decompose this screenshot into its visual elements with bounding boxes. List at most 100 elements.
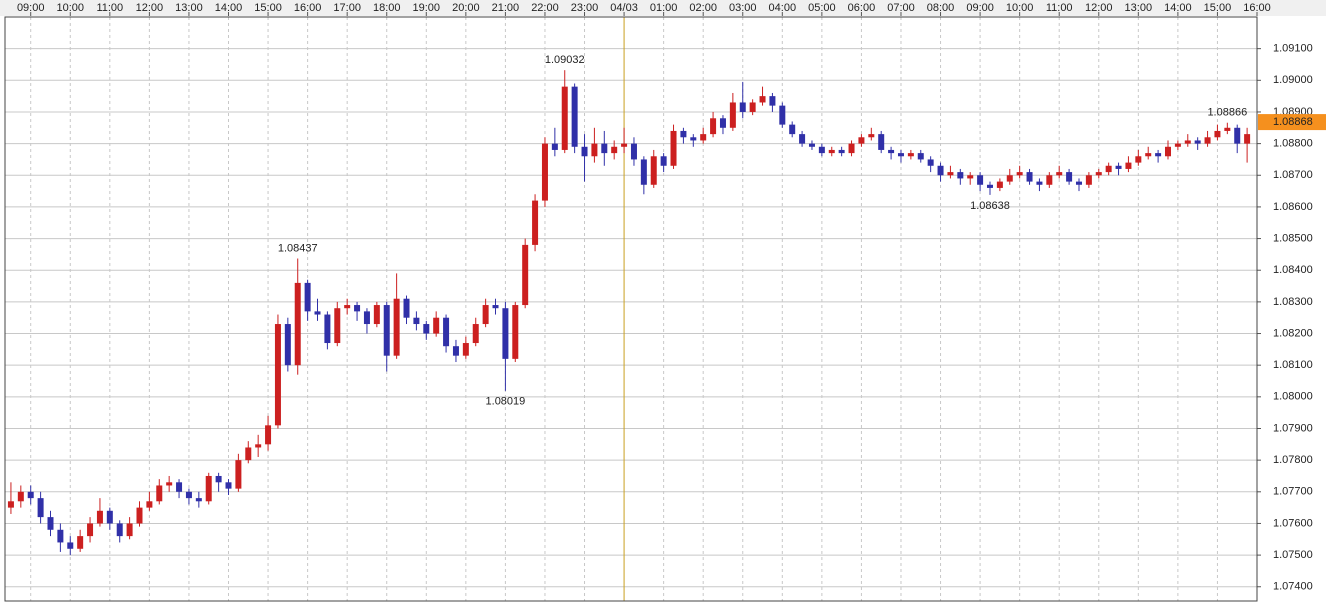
x-tick-label: 06:00 <box>848 2 876 14</box>
candle-body <box>630 143 637 160</box>
candle-body <box>1125 162 1132 169</box>
candle-body <box>680 130 687 138</box>
candle-body <box>47 517 54 530</box>
candle-body <box>344 305 351 309</box>
candle-body <box>927 159 934 166</box>
candle-body <box>1075 181 1082 185</box>
low-label: 1.08638 <box>970 200 1010 212</box>
candle-body <box>848 143 855 154</box>
x-tick-label: 04:00 <box>769 2 797 14</box>
x-tick-label: 01:00 <box>650 2 678 14</box>
time-bar <box>0 0 1326 16</box>
candle-body <box>1234 127 1241 144</box>
y-tick-label: 1.08700 <box>1273 169 1313 181</box>
y-tick-label: 1.08100 <box>1273 359 1313 371</box>
candle-body <box>294 282 301 366</box>
candle-body <box>274 324 281 426</box>
x-tick-label: 18:00 <box>373 2 401 14</box>
x-tick-label: 13:00 <box>1125 2 1153 14</box>
candle-body <box>532 200 539 245</box>
x-tick-label: 15:00 <box>254 2 282 14</box>
x-tick-label: 08:00 <box>927 2 955 14</box>
y-tick-label: 1.07700 <box>1273 486 1313 498</box>
candle-body <box>383 305 390 356</box>
candle-body <box>888 149 895 154</box>
candle-body <box>601 143 608 154</box>
candle-body <box>710 118 717 135</box>
candle-body <box>818 146 825 154</box>
y-tick-label: 1.08600 <box>1273 201 1313 213</box>
y-tick-label: 1.08300 <box>1273 296 1313 308</box>
candle-body <box>808 143 815 147</box>
x-tick-label: 07:00 <box>887 2 915 14</box>
candle-body <box>245 447 252 461</box>
high-label: 1.09032 <box>545 54 585 66</box>
y-tick-label: 1.08200 <box>1273 327 1313 339</box>
candle-body <box>947 172 954 176</box>
candle-body <box>116 523 123 537</box>
candle-body <box>917 153 924 160</box>
x-tick-label: 19:00 <box>413 2 441 14</box>
x-tick-label: 16:00 <box>294 2 322 14</box>
candle-body <box>1036 181 1043 185</box>
candle-body <box>423 324 430 334</box>
candle-body <box>77 536 84 549</box>
candle-body <box>67 542 74 549</box>
x-tick-label: 12:00 <box>1085 2 1113 14</box>
candle-body <box>967 175 974 179</box>
candle-body <box>324 314 331 344</box>
candle-body <box>897 153 904 157</box>
candle-body <box>452 346 459 356</box>
x-tick-label: 11:00 <box>96 2 123 14</box>
y-tick-label: 1.07600 <box>1273 517 1313 529</box>
x-tick-label: 12:00 <box>136 2 164 14</box>
candle-body <box>1174 143 1181 147</box>
candle-body <box>57 529 64 543</box>
candle-body <box>937 165 944 176</box>
candle-body <box>561 86 568 150</box>
candle-body <box>779 105 786 125</box>
x-tick-label: 04/03 <box>610 2 638 14</box>
candle-body <box>541 143 548 201</box>
candle-body <box>314 311 321 315</box>
x-tick-label: 17:00 <box>333 2 361 14</box>
candle-body <box>828 149 835 154</box>
candle-body <box>858 137 865 144</box>
y-tick-label: 1.07500 <box>1273 549 1313 561</box>
candle-body <box>749 102 756 112</box>
candle-body <box>907 153 914 157</box>
candle-body <box>1105 165 1112 173</box>
candle-body <box>512 305 519 359</box>
candle-body <box>255 444 262 448</box>
candle-body <box>591 143 598 157</box>
y-tick-label: 1.07800 <box>1273 454 1313 466</box>
candle-body <box>265 425 272 445</box>
candle-body <box>789 124 796 135</box>
candle-body <box>957 172 964 179</box>
candle-body <box>1026 172 1033 182</box>
x-tick-label: 02:00 <box>689 2 717 14</box>
candle-body <box>719 118 726 128</box>
candle-body <box>205 475 212 502</box>
candle-body <box>443 317 450 347</box>
x-tick-label: 22:00 <box>531 2 559 14</box>
x-tick-label: 13:00 <box>175 2 203 14</box>
candle-body <box>1224 127 1231 131</box>
candle-body <box>1066 172 1073 182</box>
candle-body <box>136 507 143 524</box>
candle-body <box>472 324 479 344</box>
candle-body <box>571 86 578 147</box>
candle-body <box>17 491 24 502</box>
candle-body <box>334 308 341 344</box>
y-tick-label: 1.08800 <box>1273 138 1313 150</box>
candle-body <box>878 134 885 150</box>
candle-body <box>284 324 291 366</box>
candle-body <box>522 244 529 306</box>
candle-body <box>838 149 845 154</box>
candle-body <box>977 175 984 185</box>
candle-body <box>235 460 242 489</box>
candle-body <box>433 317 440 334</box>
